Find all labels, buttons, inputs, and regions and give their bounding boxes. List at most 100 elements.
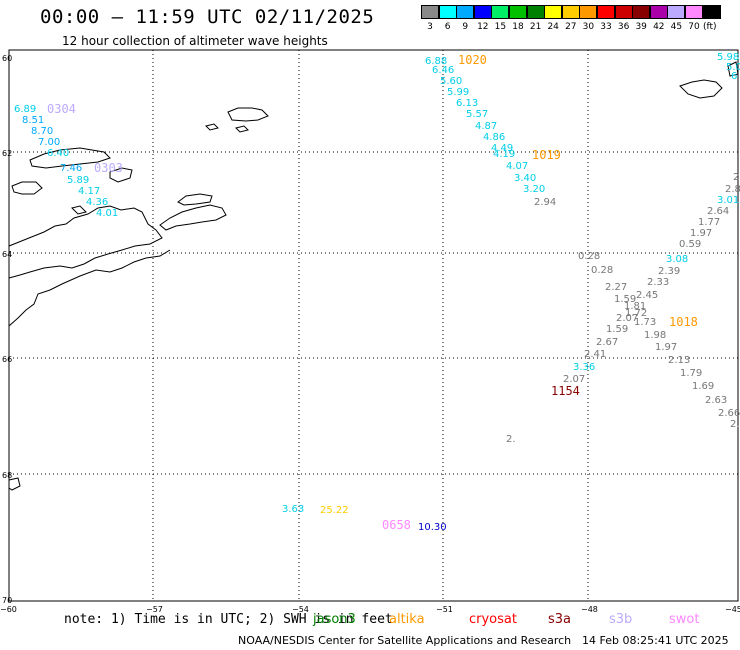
colorbar-swatch bbox=[473, 5, 492, 19]
wave-height-value: 2.67 bbox=[596, 337, 618, 348]
mission-label-jason3: jason3 bbox=[313, 612, 356, 627]
mission-label-s3a: s3a bbox=[548, 612, 572, 627]
wave-height-value: 4.19 bbox=[493, 149, 515, 160]
wave-height-value: 5.57 bbox=[466, 109, 488, 120]
longitude-label: −54 bbox=[292, 605, 309, 614]
colorbar-label: 39 bbox=[635, 22, 647, 32]
wave-height-value: 1.79 bbox=[680, 368, 702, 379]
wave-height-value: 2 bbox=[733, 172, 739, 183]
mission-label-s3b: s3b bbox=[609, 612, 633, 627]
wave-height-value: 1.97 bbox=[690, 228, 712, 239]
colorbar-swatch bbox=[667, 5, 686, 19]
wave-height-value: 1.81 bbox=[624, 301, 646, 312]
wave-height-value: 6.89 bbox=[14, 104, 36, 115]
island-9 bbox=[235, 125, 249, 133]
wave-height-value: 2.07 bbox=[563, 374, 585, 385]
island-5 bbox=[11, 181, 43, 195]
island-2 bbox=[177, 193, 213, 206]
wave-height-value: 4.87 bbox=[475, 121, 497, 132]
colorbar-label: 3 bbox=[427, 22, 433, 32]
wave-height-value: 1.69 bbox=[692, 381, 714, 392]
longitude-label: −57 bbox=[146, 605, 163, 614]
colorbar-label: 9 bbox=[462, 22, 469, 32]
colorbar-swatch bbox=[685, 5, 703, 19]
colorbar-swatch bbox=[526, 5, 545, 19]
wave-height-value: 4.07 bbox=[506, 161, 528, 172]
wave-height-value: 1.77 bbox=[698, 217, 720, 228]
island-12 bbox=[8, 477, 21, 491]
colorbar-label: 27 bbox=[565, 22, 577, 32]
island-7 bbox=[71, 205, 87, 215]
island-11 bbox=[727, 61, 739, 77]
wave-height-value: 8.51 bbox=[22, 115, 44, 126]
colorbar-swatch bbox=[702, 5, 721, 19]
wave-height-value: 2.41 bbox=[584, 349, 606, 360]
wave-height-value: 1.72 bbox=[625, 308, 647, 319]
mission-label-altika: altika bbox=[389, 612, 425, 627]
wave-height-value: 5.89 bbox=[67, 175, 89, 186]
colorbar-label: 45 bbox=[670, 22, 683, 32]
colorbar-label: 6 bbox=[444, 22, 451, 32]
wave-height-value: 6.88 bbox=[425, 56, 447, 67]
latitude-label: 68 bbox=[2, 471, 12, 480]
mission-label-swot: swot bbox=[669, 612, 700, 627]
wave-height-value: 2.63 bbox=[705, 395, 727, 406]
map-subtitle: 12 hour collection of altimeter wave hei… bbox=[62, 34, 328, 48]
latitude-label: 60 bbox=[2, 54, 12, 63]
wave-height-value: 2.8 bbox=[725, 184, 740, 195]
colorbar-swatch bbox=[632, 5, 651, 19]
wave-height-value: 2.33 bbox=[647, 277, 669, 288]
map-title: 00:00 – 11:59 UTC 02/11/2025 bbox=[40, 6, 375, 28]
colorbar-swatch bbox=[509, 5, 527, 19]
colorbar-label: 18 bbox=[512, 22, 524, 32]
wave-height-value: 1.73 bbox=[634, 317, 656, 328]
credit-text: NOAA/NESDIS Center for Satellite Applica… bbox=[238, 634, 572, 647]
mission-label-cryosat: cryosat bbox=[469, 612, 517, 627]
wave-height-value: 3.08 bbox=[666, 254, 688, 265]
pass-time-label: 1019 bbox=[532, 148, 561, 162]
longitude-label: −48 bbox=[581, 605, 598, 614]
colorbar-label: 24 bbox=[547, 22, 559, 32]
wave-height-value: 0.59 bbox=[679, 239, 701, 250]
wave-height-value: 3.63 bbox=[282, 504, 304, 515]
pass-time-label: 0303 bbox=[94, 161, 123, 175]
wave-height-value: 6.46 bbox=[432, 65, 454, 76]
wave-height-value: 2.27 bbox=[605, 282, 627, 293]
colorbar-label: 15 bbox=[494, 22, 507, 32]
wave-height-value: 2.96 bbox=[730, 419, 740, 430]
longitude-label: −45 bbox=[725, 605, 740, 614]
wave-height-value: 3.36 bbox=[573, 362, 595, 373]
wave-height-value: 25.22 bbox=[320, 505, 349, 516]
wave-height-value: 0.28 bbox=[591, 265, 613, 276]
colorbar-label: 36 bbox=[617, 22, 630, 32]
pass-time-label: 1020 bbox=[458, 53, 487, 67]
wave-height-value: 2.94 bbox=[534, 197, 556, 208]
pass-time-label: 0301 bbox=[0, 0, 29, 3]
wave-height-value: 4.17 bbox=[78, 186, 100, 197]
wave-height-value: 1.59 bbox=[614, 294, 636, 305]
colorbar-label: 12 bbox=[477, 22, 489, 32]
island-8 bbox=[205, 123, 219, 131]
wave-height-value: 3.20 bbox=[523, 184, 545, 195]
wave-height-value: 2.13 bbox=[668, 355, 690, 366]
wave-height-value: 0.28 bbox=[578, 251, 600, 262]
wave-height-value: 4.36 bbox=[86, 197, 108, 208]
island-10 bbox=[679, 79, 723, 99]
wave-height-value: 3.40 bbox=[514, 173, 536, 184]
island-4 bbox=[29, 147, 111, 169]
wave-height-value: 2.64 bbox=[707, 206, 729, 217]
colorbar-label: 21 bbox=[529, 22, 542, 32]
wave-height-value: 6 bbox=[731, 71, 737, 82]
colorbar-label: 33 bbox=[600, 22, 612, 32]
wave-height-value: 5.60 bbox=[440, 76, 462, 87]
colorbar-swatch bbox=[561, 5, 580, 19]
colorbar-label: 30 bbox=[582, 22, 595, 32]
latitude-label: 70 bbox=[2, 596, 12, 605]
wave-height-value: 10.30 bbox=[418, 522, 447, 533]
colorbar-swatch bbox=[544, 5, 563, 19]
colorbar-swatch bbox=[597, 5, 615, 19]
latitude-label: 64 bbox=[2, 250, 12, 259]
pass-time-label: 0658 bbox=[382, 518, 411, 532]
